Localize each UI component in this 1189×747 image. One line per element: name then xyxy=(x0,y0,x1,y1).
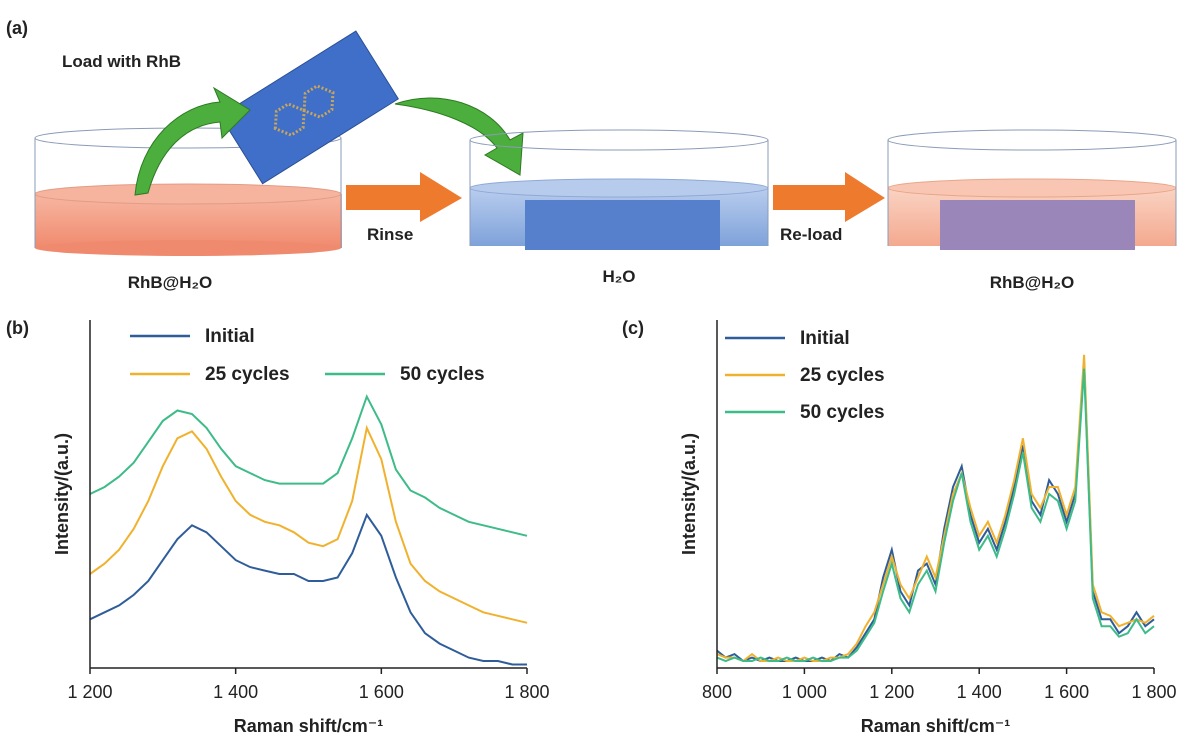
x-tick-label: 1 800 xyxy=(1131,682,1176,702)
series-line xyxy=(716,361,1155,663)
series-line xyxy=(89,424,528,624)
substrate xyxy=(219,30,399,185)
legend-label: 50 cycles xyxy=(400,364,485,385)
step-label: Load with RhB xyxy=(62,52,181,71)
x-tick-label: 1 400 xyxy=(213,682,258,702)
arrow xyxy=(346,172,462,222)
x-tick-label: 1 600 xyxy=(359,682,404,702)
x-tick-label: 1 400 xyxy=(957,682,1002,702)
charts: (b) 1 200 1 400 1 600 1 800 Raman shift/cm⁻¹ I… xyxy=(6,318,1177,736)
series-line xyxy=(89,394,528,537)
step-label: Rinse xyxy=(367,225,413,244)
x-tick-label: 1 600 xyxy=(1044,682,1089,702)
y-axis-label: Intensity/(a.u.) xyxy=(679,433,699,555)
dish-label: RhB@H₂O xyxy=(128,273,213,292)
dish xyxy=(34,127,342,256)
dish xyxy=(469,129,769,250)
x-tick-label: 1 000 xyxy=(782,682,827,702)
x-tick-label: 1 200 xyxy=(869,682,914,702)
legend-label: 25 cycles xyxy=(800,365,885,386)
step-label: Re-load xyxy=(780,225,842,244)
x-tick-label: 1 800 xyxy=(504,682,549,702)
panel-label: (c) xyxy=(622,318,644,338)
legend-label: Initial xyxy=(800,328,850,349)
legend-label: 50 cycles xyxy=(800,402,885,423)
arrow xyxy=(134,86,251,196)
legend-label: 25 cycles xyxy=(205,364,290,385)
dish-label: RhB@H₂O xyxy=(990,273,1075,292)
legend-label: Initial xyxy=(205,326,255,347)
diagram: (a) Load with RhB xyxy=(6,18,1177,292)
dish xyxy=(887,129,1177,250)
arrow xyxy=(773,172,885,222)
series-line xyxy=(716,368,1155,663)
arrow xyxy=(394,97,524,176)
x-axis-label: Raman shift/cm⁻¹ xyxy=(234,716,384,736)
dish-label: H₂O xyxy=(602,267,635,286)
panel-label: (a) xyxy=(6,18,28,38)
x-tick-label: 1 200 xyxy=(67,682,112,702)
x-tick-label: 800 xyxy=(702,682,732,702)
series-line xyxy=(89,512,527,666)
x-axis-label: Raman shift/cm⁻¹ xyxy=(861,716,1011,736)
y-axis-label: Intensity/(a.u.) xyxy=(52,433,72,555)
panel-label: (b) xyxy=(6,318,29,338)
